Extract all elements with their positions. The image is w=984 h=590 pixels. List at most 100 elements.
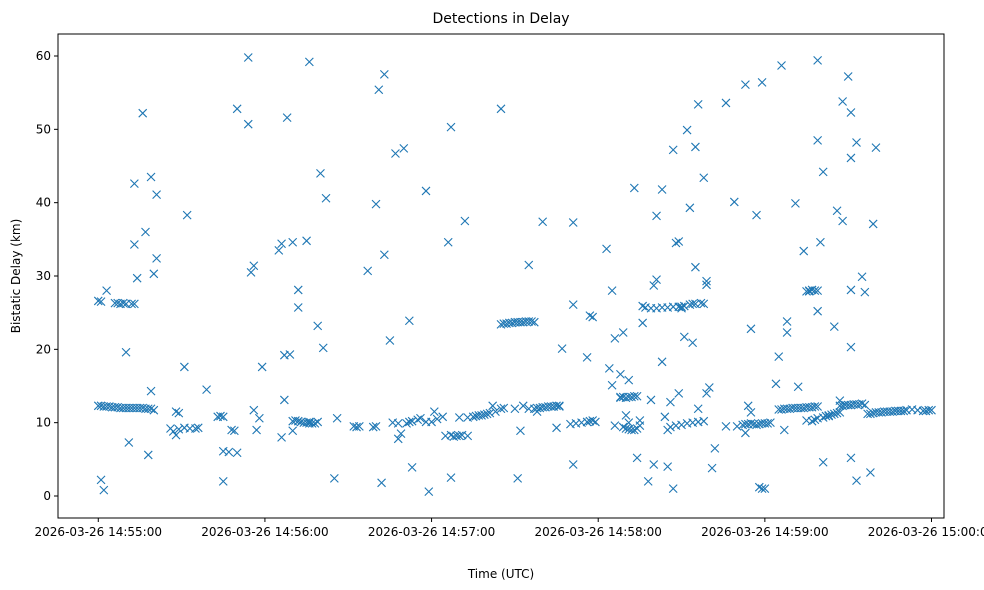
data-point [218,412,228,422]
data-point [352,422,361,432]
data-point [793,382,803,392]
data-point [799,246,809,256]
data-point [679,332,689,342]
data-point [568,460,578,469]
y-tick-label: 50 [36,122,51,136]
data-point [646,395,656,405]
x-tick-label: 2026-03-26 14:59:00 [701,525,828,539]
data-point [102,286,111,296]
data-point [288,237,298,247]
data-point [846,453,856,463]
x-tick-label: 2026-03-26 14:58:00 [534,525,661,539]
data-point [124,438,134,447]
data-point [616,369,625,379]
data-point [249,261,259,271]
data-point [602,244,611,254]
data-point [838,97,848,106]
data-point [138,108,148,118]
data-point [860,400,870,410]
data-point [927,405,936,415]
data-point [649,281,659,290]
data-point [249,405,259,415]
data-point [377,478,386,488]
data-point [385,336,395,345]
data-point [846,153,856,163]
data-point [624,375,634,385]
data-point [443,237,453,247]
data-point [643,476,653,486]
data-point [821,411,831,421]
data-point [496,104,506,114]
data-point [610,421,620,430]
data-point [846,108,856,117]
data-point [391,149,400,158]
data-point [568,300,578,309]
data-point [741,428,750,438]
data-point [746,408,756,417]
data-point [621,410,631,420]
data-point [404,316,414,326]
data-point [568,218,578,227]
data-point [488,401,498,411]
data-point [477,410,486,420]
data-point [424,487,434,496]
data-point [843,72,853,81]
data-point [777,61,786,70]
data-point [635,416,645,425]
data-point [171,430,181,440]
data-point [146,404,156,414]
data-point [838,216,848,226]
data-point [193,423,203,433]
data-point [202,385,211,395]
data-point [285,350,295,359]
data-point [379,69,389,79]
data-point [671,238,681,248]
data-point [354,421,364,431]
data-point [827,410,836,419]
data-point [371,199,381,209]
data-point [216,411,225,421]
data-point [791,199,800,208]
data-point [632,391,642,401]
data-point [532,407,542,417]
data-point [782,328,792,337]
x-tick-label: 2026-03-26 15:00:00 [868,525,984,539]
data-point [554,402,564,411]
data-point [182,210,192,220]
data-point [118,298,128,308]
data-point [293,303,303,312]
data-point [171,407,181,417]
data-point [482,409,492,419]
data-point [743,401,753,411]
data-point [638,301,648,311]
data-point [688,299,698,309]
x-tick-label: 2026-03-26 14:56:00 [201,525,328,539]
data-point [479,410,489,419]
data-point [649,460,659,469]
data-point [243,119,253,129]
data-point [746,324,756,334]
data-point [682,125,692,135]
data-point [499,403,509,413]
data-point [179,362,189,372]
data-point [866,409,875,419]
data-point [696,298,706,308]
data-point [374,85,384,95]
data-point [685,203,695,213]
data-point [274,245,284,255]
data-point [607,286,617,296]
data-point [721,421,731,431]
data-point [321,193,331,203]
data-point [191,424,200,433]
data-point [610,333,620,343]
data-point [407,463,417,472]
data-point [832,206,842,216]
data-point [674,237,684,246]
data-point [141,227,150,237]
data-point [396,429,406,439]
data-point [232,448,242,458]
data-point [829,322,839,331]
data-point [835,408,845,417]
data-point [732,421,742,431]
